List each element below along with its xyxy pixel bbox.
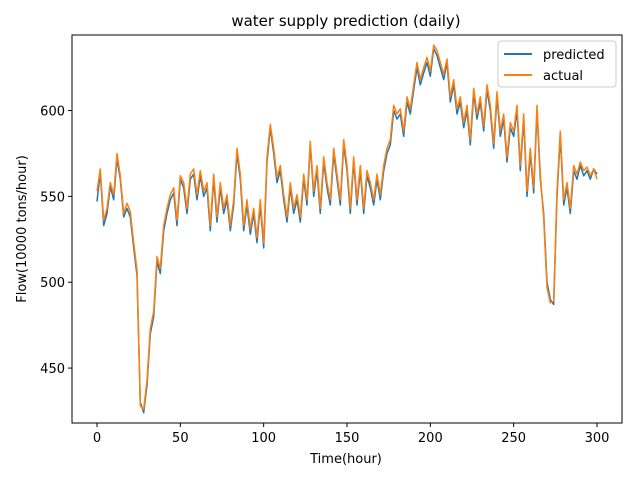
chart-title: water supply prediction (daily) (231, 12, 460, 30)
y-axis-label: Flow(10000 tons/hour) (15, 155, 30, 303)
legend-label-predicted: predicted (543, 48, 605, 63)
x-axis-ticks: 0 50 100 150 200 250 300 (93, 423, 610, 446)
series-line-actual (96, 44, 598, 411)
plot-background (72, 35, 622, 423)
x-axis-label: Time(hour) (309, 452, 382, 467)
y-tick-label: 550 (40, 190, 65, 205)
x-tick-label: 100 (251, 431, 276, 446)
x-tick-label: 200 (418, 431, 443, 446)
x-tick-label: 0 (93, 431, 101, 446)
y-tick-label: 600 (40, 105, 65, 120)
legend: predicted actual (497, 40, 617, 88)
y-tick-label: 450 (40, 362, 65, 377)
y-axis-ticks: 450 500 550 600 (40, 105, 72, 377)
x-tick-label: 50 (172, 431, 189, 446)
x-tick-label: 300 (585, 431, 610, 446)
x-tick-label: 150 (335, 431, 360, 446)
legend-label-actual: actual (543, 69, 583, 84)
series-layer (96, 44, 598, 414)
y-tick-label: 500 (40, 276, 65, 291)
plot-area (71, 34, 623, 424)
x-tick-label: 250 (501, 431, 526, 446)
